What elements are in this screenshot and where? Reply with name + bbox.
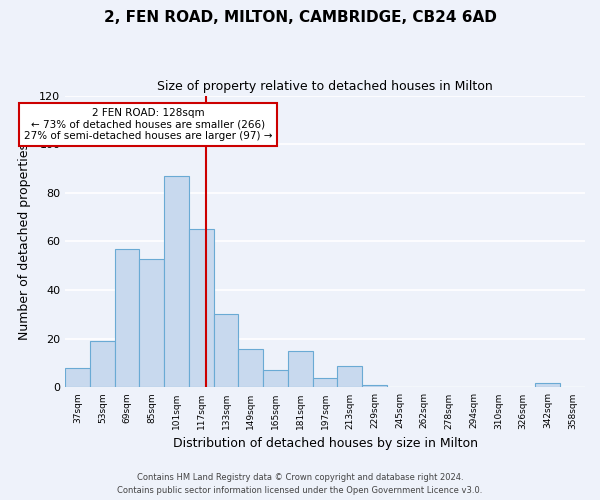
Text: 2 FEN ROAD: 128sqm
← 73% of detached houses are smaller (266)
27% of semi-detach: 2 FEN ROAD: 128sqm ← 73% of detached hou… [24, 108, 272, 141]
Bar [189, 230, 214, 388]
Text: 2, FEN ROAD, MILTON, CAMBRIDGE, CB24 6AD: 2, FEN ROAD, MILTON, CAMBRIDGE, CB24 6AD [104, 10, 496, 25]
Bar [65, 368, 90, 388]
Y-axis label: Number of detached properties: Number of detached properties [18, 143, 31, 340]
Bar [337, 366, 362, 388]
Bar [362, 385, 387, 388]
Bar [238, 348, 263, 388]
Bar [535, 382, 560, 388]
Title: Size of property relative to detached houses in Milton: Size of property relative to detached ho… [157, 80, 493, 93]
Bar [288, 351, 313, 388]
Bar [313, 378, 337, 388]
Bar [164, 176, 189, 388]
Bar [214, 314, 238, 388]
Bar [115, 249, 139, 388]
Text: Contains HM Land Registry data © Crown copyright and database right 2024.
Contai: Contains HM Land Registry data © Crown c… [118, 474, 482, 495]
Bar [139, 258, 164, 388]
Bar [263, 370, 288, 388]
X-axis label: Distribution of detached houses by size in Milton: Distribution of detached houses by size … [173, 437, 478, 450]
Bar [90, 341, 115, 388]
